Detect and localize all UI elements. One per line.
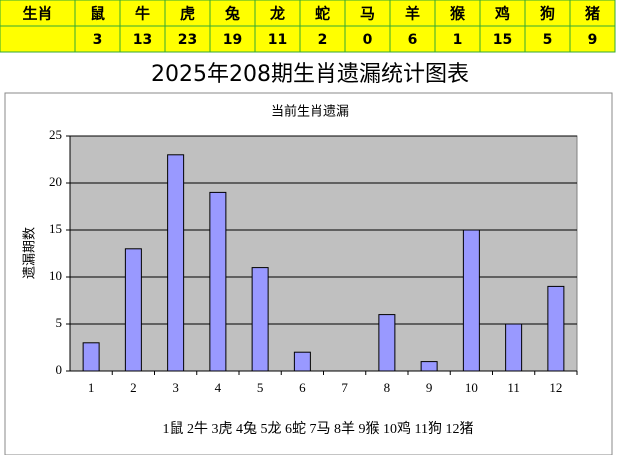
x-tick-label: 10: [465, 380, 478, 395]
x-tick-label: 11: [507, 380, 520, 395]
header-text: 猴: [450, 5, 466, 23]
x-tick-label: 9: [426, 380, 433, 395]
bar: [378, 314, 396, 372]
page-title: 2025年208期生肖遗漏统计图表: [151, 62, 469, 87]
y-tick-label: 20: [49, 174, 62, 189]
value-text: 0: [363, 32, 373, 48]
bar: [251, 267, 269, 372]
header-text: 马: [360, 5, 375, 23]
header-text: 虎: [180, 5, 195, 23]
value-text: 15: [493, 32, 512, 48]
value-cell: [569, 25, 616, 53]
header-cell: [164, 0, 211, 27]
header-text: 羊: [405, 5, 420, 23]
header-text: 牛: [135, 5, 150, 23]
header-text: 鸡: [494, 5, 510, 23]
x-tick-label: 4: [215, 380, 222, 395]
value-cell: [299, 25, 346, 53]
header-cell: [479, 0, 526, 27]
value-text: 13: [133, 32, 152, 48]
x-tick-label: 12: [549, 380, 562, 395]
bar: [209, 191, 227, 372]
value-cell: [434, 25, 481, 53]
y-tick-label: 25: [49, 127, 62, 142]
bar: [167, 154, 185, 372]
value-cell: [254, 25, 301, 53]
x-tick-label: 3: [172, 380, 179, 395]
x-tick-label: 6: [299, 380, 306, 395]
bar: [420, 361, 438, 372]
header-cell: [344, 0, 391, 27]
x-tick-label: 8: [384, 380, 391, 395]
value-text: 23: [178, 32, 197, 48]
y-tick-label: 5: [56, 315, 63, 330]
bar: [293, 351, 311, 372]
value-text: 1: [453, 32, 463, 48]
y-tick-label: 15: [49, 221, 62, 236]
header-text: 生肖: [22, 5, 52, 23]
header-cell: [434, 0, 481, 27]
value-text: 19: [223, 32, 242, 48]
value-cell: [389, 25, 436, 53]
header-text: 鼠: [90, 5, 105, 23]
value-text: 11: [268, 32, 287, 48]
value-text: 2: [318, 32, 328, 48]
x-tick-label: 2: [130, 380, 137, 395]
value-cell: [524, 25, 571, 53]
header-cell: [569, 0, 616, 27]
value-text: 3: [93, 32, 103, 48]
header-cell: [74, 0, 121, 27]
y-tick-label: 10: [49, 268, 62, 283]
value-cell: [119, 25, 166, 53]
x-tick-label: 1: [88, 380, 95, 395]
x-tick-label: 7: [341, 380, 348, 395]
value-cell: [74, 25, 121, 53]
chart-title: 当前生肖遗漏: [271, 104, 349, 120]
header-cell: [0, 0, 76, 27]
value-cell: [164, 25, 211, 53]
x-tick-label: 5: [257, 380, 264, 395]
value-cell: [344, 25, 391, 53]
value-cell: [0, 25, 76, 53]
value-cell: [209, 25, 256, 53]
y-axis-label: 遗漏期数: [22, 227, 38, 279]
header-text: 蛇: [315, 5, 330, 23]
header-text: 龙: [269, 5, 285, 23]
x-axis-label: 1鼠 2牛 3虎 4兔 5龙 6蛇 7马 8羊 9猴 10鸡 11狗 12猪: [163, 420, 474, 437]
value-text: 5: [543, 32, 553, 48]
bar: [547, 285, 565, 372]
header-text: 猪: [584, 5, 600, 23]
bar: [124, 248, 142, 372]
value-text: 6: [408, 32, 418, 48]
plot-area: [69, 135, 578, 372]
value-text: 9: [588, 32, 598, 48]
bar: [82, 342, 100, 372]
bar: [462, 229, 480, 372]
bar: [505, 323, 523, 372]
header-text: 狗: [540, 5, 555, 23]
y-tick-label: 0: [56, 362, 63, 377]
header-text: 兔: [224, 5, 240, 23]
